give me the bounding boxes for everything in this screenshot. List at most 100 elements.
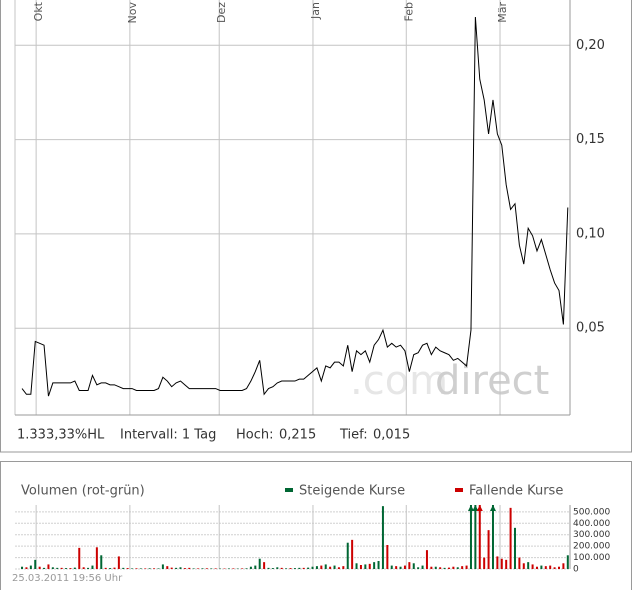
volume-bar xyxy=(452,566,455,569)
x-tick-label: Mär xyxy=(496,2,509,23)
volume-bar xyxy=(258,558,261,569)
volume-bar xyxy=(566,555,569,569)
volume-bar xyxy=(271,568,274,569)
volume-title: Volumen (rot-grün) xyxy=(21,484,145,499)
volume-bar xyxy=(368,563,371,569)
volume-bar xyxy=(280,567,283,569)
volume-bar xyxy=(377,561,380,569)
volume-bar xyxy=(355,563,358,569)
volume-bar xyxy=(315,566,318,569)
high-label: Hoch: xyxy=(236,428,274,443)
x-tick-label: Nov xyxy=(126,2,139,24)
volume-bar xyxy=(439,567,442,569)
volume-bar xyxy=(324,564,327,569)
volume-bar xyxy=(311,566,314,569)
volume-bar xyxy=(34,559,37,569)
volume-bar xyxy=(298,567,301,569)
low-value: 0,015 xyxy=(373,428,410,443)
volume-bar xyxy=(25,567,28,569)
x-tick-label: Jan xyxy=(309,2,322,20)
volume-bar xyxy=(69,568,72,569)
volume-bar xyxy=(496,556,499,569)
volume-bar xyxy=(505,559,508,569)
volume-bar xyxy=(474,505,477,569)
volume-bar xyxy=(500,558,503,569)
volume-bar xyxy=(557,566,560,569)
y-tick-label: 400.000 xyxy=(573,519,610,529)
y-tick-label: 200.000 xyxy=(573,542,610,552)
y-tick-label: 0,20 xyxy=(576,38,605,53)
legend-label: Steigende Kurse xyxy=(299,484,405,499)
legend-swatch xyxy=(455,488,463,492)
volume-bar xyxy=(549,565,552,569)
volume-bar xyxy=(91,565,94,569)
low-label: Tief: xyxy=(339,428,368,443)
volume-bar xyxy=(205,568,208,569)
volume-bar xyxy=(509,507,512,569)
interval: Intervall: 1 Tag xyxy=(120,428,216,443)
overflow-arrow xyxy=(467,505,474,511)
volume-bar xyxy=(562,563,565,569)
volume-bar xyxy=(175,567,178,569)
volume-bar xyxy=(201,568,204,569)
volume-bar xyxy=(113,567,116,569)
volume-bar xyxy=(329,566,332,569)
volume-bar xyxy=(461,566,464,569)
volume-bar xyxy=(131,568,134,569)
volume-bar xyxy=(249,566,252,569)
volume-bar xyxy=(122,567,125,569)
price-line xyxy=(21,16,569,397)
volume-bar xyxy=(491,505,494,569)
y-tick-label: 500.000 xyxy=(573,507,610,517)
volume-bar xyxy=(478,505,481,569)
volume-bar xyxy=(210,568,213,569)
volume-bar xyxy=(285,568,288,569)
y-tick-label: 0,15 xyxy=(576,132,605,147)
volume-bar xyxy=(139,568,142,569)
volume-bar xyxy=(263,562,266,569)
watermark: direct xyxy=(435,358,549,404)
volume-bar xyxy=(166,566,169,569)
volume-bar xyxy=(87,567,90,569)
volume-bar xyxy=(126,568,129,569)
volume-bar xyxy=(117,556,120,569)
volume-bar xyxy=(540,565,543,569)
volume-bar xyxy=(78,547,81,569)
legend-label: Fallende Kurse xyxy=(469,484,563,499)
x-tick-label: Feb xyxy=(402,2,415,21)
volume-bar xyxy=(153,568,156,569)
volume-bar xyxy=(60,567,63,569)
y-tick-label: 300.000 xyxy=(573,530,610,540)
volume-bar xyxy=(373,562,376,569)
volume-bar xyxy=(443,567,446,569)
volume-bar xyxy=(21,566,24,569)
volume-bar xyxy=(395,566,398,569)
overflow-arrow xyxy=(489,505,496,511)
volume-bar xyxy=(161,564,164,569)
volume-bar xyxy=(73,567,76,569)
volume-bar xyxy=(434,566,437,569)
volume-panel xyxy=(0,461,632,590)
y-tick-label: 0,10 xyxy=(576,226,605,241)
volume-bar xyxy=(29,565,32,569)
volume-bar xyxy=(183,568,186,569)
volume-bar xyxy=(38,566,41,569)
volume-bar xyxy=(192,568,195,569)
volume-bar xyxy=(302,567,305,569)
volume-bar xyxy=(408,562,411,569)
performance: 1.333,33%HL xyxy=(17,428,105,443)
volume-bar xyxy=(430,566,433,569)
volume-bar xyxy=(232,568,235,569)
volume-bar xyxy=(535,566,538,569)
volume-bar xyxy=(214,568,217,569)
volume-bar xyxy=(364,564,367,569)
volume-bar xyxy=(148,568,151,569)
volume-bar xyxy=(544,566,547,569)
volume-bar xyxy=(487,530,490,569)
volume-bar xyxy=(47,564,50,569)
volume-bar xyxy=(307,567,310,569)
y-tick-label: 0 xyxy=(573,565,579,575)
volume-bar xyxy=(170,567,173,569)
volume-bar xyxy=(399,566,402,569)
